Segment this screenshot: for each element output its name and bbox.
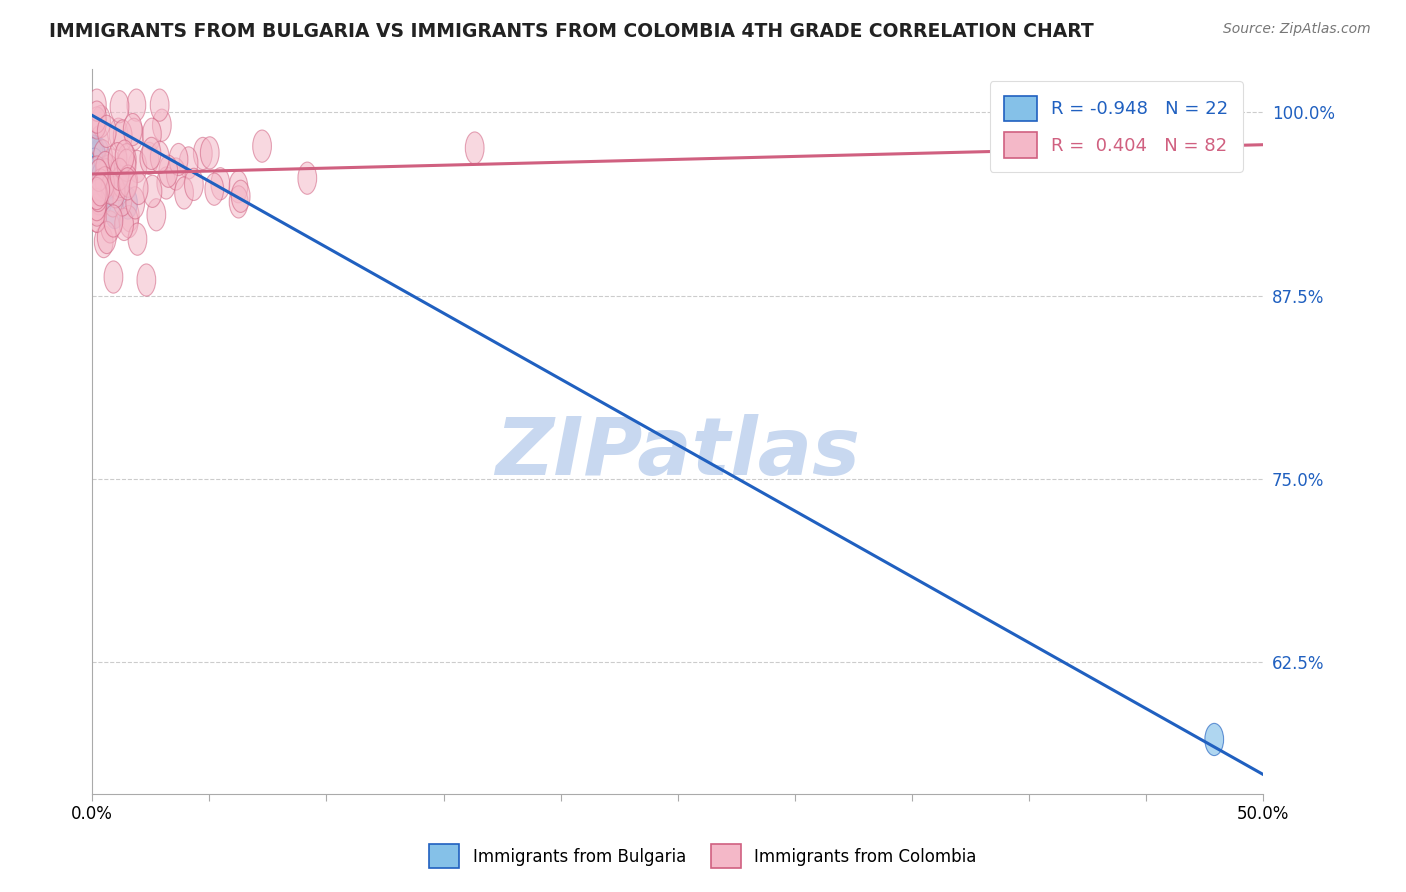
Text: IMMIGRANTS FROM BULGARIA VS IMMIGRANTS FROM COLOMBIA 4TH GRADE CORRELATION CHART: IMMIGRANTS FROM BULGARIA VS IMMIGRANTS F… — [49, 22, 1094, 41]
Text: Source: ZipAtlas.com: Source: ZipAtlas.com — [1223, 22, 1371, 37]
Legend: R = -0.948   N = 22, R =  0.404   N = 82: R = -0.948 N = 22, R = 0.404 N = 82 — [990, 81, 1243, 172]
Legend: Immigrants from Bulgaria, Immigrants from Colombia: Immigrants from Bulgaria, Immigrants fro… — [423, 838, 983, 875]
Text: ZIPatlas: ZIPatlas — [495, 414, 860, 491]
